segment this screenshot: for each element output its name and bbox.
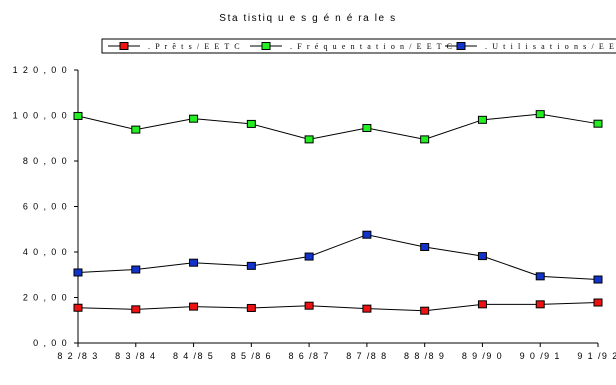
data-point bbox=[304, 135, 314, 144]
legend-label: . P r ê t s / E E T C bbox=[148, 42, 241, 51]
data-point bbox=[189, 114, 199, 123]
data-point bbox=[362, 124, 372, 133]
series-2 bbox=[73, 110, 603, 144]
x-tick-label: 8 9 /9 0 bbox=[462, 351, 503, 361]
y-tick-label: 2 0 , 0 0 bbox=[23, 293, 68, 303]
data-point bbox=[362, 304, 372, 313]
data-point bbox=[535, 300, 545, 309]
data-point bbox=[131, 265, 141, 274]
data-point bbox=[73, 303, 83, 312]
data-point bbox=[420, 306, 430, 315]
chart-title: Sta tistiq u e s g é n é ra le s bbox=[219, 13, 396, 24]
data-point bbox=[420, 135, 430, 144]
data-point bbox=[246, 261, 256, 270]
data-point bbox=[535, 110, 545, 119]
x-tick-label: 8 3 /8 4 bbox=[115, 351, 156, 361]
data-point bbox=[535, 272, 545, 281]
data-point bbox=[131, 125, 141, 134]
series-3 bbox=[73, 230, 603, 284]
y-tick-label: 1 2 0 , 0 0 bbox=[13, 65, 68, 75]
series-line bbox=[77, 234, 599, 281]
data-point bbox=[593, 298, 603, 307]
series-group bbox=[73, 110, 603, 315]
y-tick-label: 4 0 , 0 0 bbox=[23, 247, 68, 257]
legend: . P r ê t s / E E T C . F r é q u e n t a… bbox=[101, 38, 616, 54]
data-point bbox=[131, 305, 141, 314]
data-point bbox=[593, 275, 603, 284]
legend-marker bbox=[119, 42, 129, 50]
x-tick-label: 8 7 /8 8 bbox=[346, 351, 387, 361]
data-point bbox=[420, 242, 430, 251]
data-point bbox=[73, 268, 83, 277]
y-tick-label: 6 0 , 0 0 bbox=[23, 202, 68, 212]
y-tick-label: 1 0 0 , 0 0 bbox=[13, 111, 68, 121]
x-tick-label: 8 8 /8 9 bbox=[404, 351, 445, 361]
series-line bbox=[77, 113, 599, 140]
y-tick-label: 8 0 , 0 0 bbox=[23, 156, 68, 166]
legend-marker bbox=[261, 42, 271, 50]
x-tick-label: 9 0 /9 1 bbox=[520, 351, 561, 361]
data-point bbox=[593, 119, 603, 128]
data-point bbox=[362, 230, 372, 239]
x-tick-label: 8 6 /8 7 bbox=[288, 351, 329, 361]
data-point bbox=[189, 258, 199, 267]
data-point bbox=[304, 252, 314, 261]
legend-box bbox=[101, 38, 616, 54]
series-1 bbox=[73, 298, 603, 315]
legend-marker bbox=[456, 42, 466, 50]
legend-label: . U t i l i s a t i o n s / E E T C bbox=[485, 42, 616, 51]
data-point bbox=[189, 302, 199, 311]
axes: 0 , 0 0 2 0 , 0 0 4 0 , 0 0 6 0 , 0 0 8 0 , … bbox=[13, 65, 616, 361]
x-tick-label: 8 5 /8 6 bbox=[231, 351, 272, 361]
data-point bbox=[477, 300, 487, 309]
data-point bbox=[73, 111, 83, 120]
series-line bbox=[77, 302, 599, 312]
data-point bbox=[477, 115, 487, 124]
x-tick-label: 9 1 /9 2 bbox=[577, 351, 616, 361]
data-point bbox=[246, 303, 256, 312]
x-tick-label: 8 4 /8 5 bbox=[173, 351, 214, 361]
legend-label: . F r é q u e n t a t i o n / E E T C bbox=[290, 42, 454, 51]
x-tick-label: 8 2 /8 3 bbox=[57, 351, 98, 361]
data-point bbox=[304, 301, 314, 310]
data-point bbox=[477, 252, 487, 261]
y-tick-label: 0 , 0 0 bbox=[33, 338, 68, 348]
data-point bbox=[246, 119, 256, 128]
